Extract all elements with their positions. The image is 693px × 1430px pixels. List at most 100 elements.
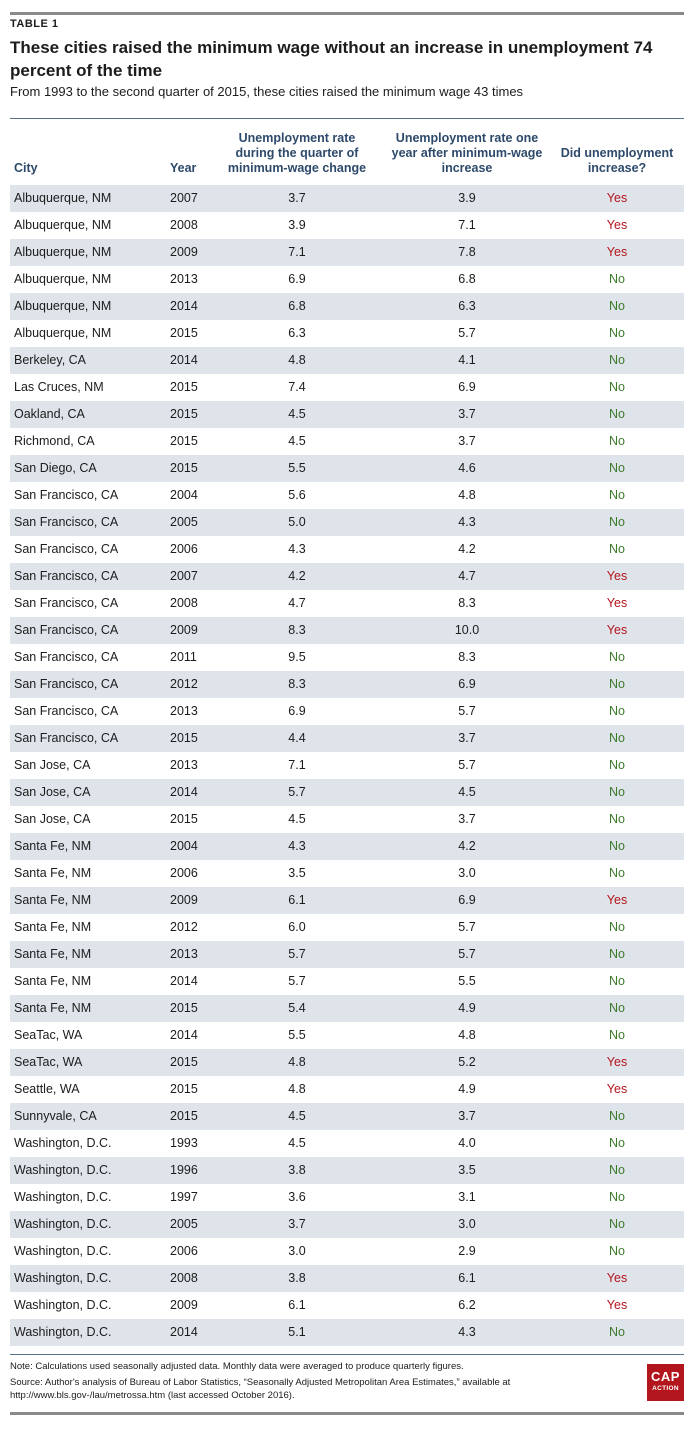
cell-did-increase: No xyxy=(609,1217,625,1231)
cell-city: Albuquerque, NM xyxy=(14,191,112,205)
cell-unemployment-during: 5.1 xyxy=(288,1325,306,1339)
table-row: San Jose, CA 2013 7.1 5.7 No xyxy=(10,752,684,779)
table-note: Note: Calculations used seasonally adjus… xyxy=(10,1361,464,1372)
cell-unemployment-during: 7.1 xyxy=(288,758,306,772)
cell-unemployment-during: 4.5 xyxy=(288,1109,306,1123)
cell-year: 2008 xyxy=(170,596,198,610)
cell-unemployment-after: 3.0 xyxy=(458,1217,476,1231)
cell-year: 1993 xyxy=(170,1136,198,1150)
cell-city: Santa Fe, NM xyxy=(14,1001,92,1015)
cell-year: 2006 xyxy=(170,542,198,556)
cell-did-increase: No xyxy=(609,677,625,691)
cell-did-increase: No xyxy=(609,326,625,340)
cell-unemployment-after: 4.8 xyxy=(458,488,476,502)
cell-city: Washington, D.C. xyxy=(14,1217,112,1231)
cell-city: Santa Fe, NM xyxy=(14,920,92,934)
cell-year: 1996 xyxy=(170,1163,198,1177)
cell-unemployment-after: 6.8 xyxy=(458,272,476,286)
cell-city: Washington, D.C. xyxy=(14,1244,112,1258)
cell-did-increase: No xyxy=(609,785,625,799)
cell-year: 2011 xyxy=(170,650,197,664)
cell-unemployment-after: 5.7 xyxy=(458,920,476,934)
cell-city: Albuquerque, NM xyxy=(14,272,112,286)
cell-unemployment-during: 4.7 xyxy=(288,596,306,610)
cell-year: 2013 xyxy=(170,704,198,718)
table-title: These cities raised the minimum wage wit… xyxy=(10,38,653,80)
logo-main-text: CAP xyxy=(651,1369,680,1384)
cell-unemployment-during: 6.0 xyxy=(288,920,306,934)
header-unemployment-during: Unemployment rate during the quarter of … xyxy=(227,131,367,175)
cell-unemployment-during: 8.3 xyxy=(288,677,306,691)
cell-city: Seattle, WA xyxy=(14,1082,80,1096)
cell-unemployment-after: 6.2 xyxy=(458,1298,476,1312)
cell-unemployment-during: 6.9 xyxy=(288,704,306,718)
cell-city: Santa Fe, NM xyxy=(14,839,92,853)
cell-unemployment-during: 3.8 xyxy=(288,1271,306,1285)
cell-city: San Francisco, CA xyxy=(14,731,119,745)
cell-city: Albuquerque, NM xyxy=(14,245,112,259)
cell-city: San Diego, CA xyxy=(14,461,97,475)
cell-year: 2012 xyxy=(170,920,198,934)
table-row: Albuquerque, NM 2015 6.3 5.7 No xyxy=(10,320,684,347)
table-row: Santa Fe, NM 2009 6.1 6.9 Yes xyxy=(10,887,684,914)
cell-city: San Francisco, CA xyxy=(14,569,119,583)
table-row: Washington, D.C. 1997 3.6 3.1 No xyxy=(10,1184,684,1211)
cell-year: 2015 xyxy=(170,1082,198,1096)
cell-unemployment-after: 4.1 xyxy=(458,353,476,367)
cell-did-increase: No xyxy=(609,974,625,988)
cell-did-increase: No xyxy=(609,731,625,745)
table-row: Albuquerque, NM 2009 7.1 7.8 Yes xyxy=(10,239,684,266)
cell-year: 2014 xyxy=(170,974,198,988)
cell-year: 2009 xyxy=(170,623,198,637)
cell-did-increase: No xyxy=(609,866,625,880)
cell-year: 2014 xyxy=(170,353,198,367)
cell-did-increase: No xyxy=(609,947,625,961)
cell-year: 2007 xyxy=(170,569,198,583)
cell-did-increase: No xyxy=(609,839,625,853)
cell-unemployment-after: 3.0 xyxy=(458,866,476,880)
cell-city: Albuquerque, NM xyxy=(14,299,112,313)
cell-city: Santa Fe, NM xyxy=(14,893,92,907)
cell-unemployment-after: 3.7 xyxy=(458,812,476,826)
cell-unemployment-during: 6.1 xyxy=(288,893,306,907)
cell-did-increase: No xyxy=(609,353,625,367)
table-row: Washington, D.C. 2006 3.0 2.9 No xyxy=(10,1238,684,1265)
cell-city: Albuquerque, NM xyxy=(14,218,112,232)
cell-city: San Francisco, CA xyxy=(14,596,119,610)
cell-unemployment-after: 4.2 xyxy=(458,839,476,853)
table-row: Santa Fe, NM 2015 5.4 4.9 No xyxy=(10,995,684,1022)
cell-year: 2015 xyxy=(170,1109,198,1123)
table-row: Oakland, CA 2015 4.5 3.7 No xyxy=(10,401,684,428)
cell-year: 2009 xyxy=(170,245,198,259)
table-row: SeaTac, WA 2014 5.5 4.8 No xyxy=(10,1022,684,1049)
cell-city: Washington, D.C. xyxy=(14,1298,112,1312)
header-unemployment-after: Unemployment rate one year after minimum… xyxy=(391,131,543,175)
cell-year: 2006 xyxy=(170,866,198,880)
cell-unemployment-during: 5.0 xyxy=(288,515,306,529)
cell-did-increase: Yes xyxy=(606,218,628,232)
cell-city: Las Cruces, NM xyxy=(14,380,104,394)
table-row: Berkeley, CA 2014 4.8 4.1 No xyxy=(10,347,684,374)
table-row: Richmond, CA 2015 4.5 3.7 No xyxy=(10,428,684,455)
cell-unemployment-after: 6.3 xyxy=(458,299,476,313)
table-row: Santa Fe, NM 2006 3.5 3.0 No xyxy=(10,860,684,887)
cell-unemployment-after: 6.9 xyxy=(458,380,476,394)
cell-year: 2012 xyxy=(170,677,198,691)
cell-year: 2008 xyxy=(170,1271,198,1285)
cell-city: Santa Fe, NM xyxy=(14,866,92,880)
cell-unemployment-after: 5.7 xyxy=(458,704,476,718)
table-row: Albuquerque, NM 2013 6.9 6.8 No xyxy=(10,266,684,293)
table-row: San Francisco, CA 2011 9.5 8.3 No xyxy=(10,644,684,671)
cell-year: 2009 xyxy=(170,893,198,907)
table-row: Las Cruces, NM 2015 7.4 6.9 No xyxy=(10,374,684,401)
cell-did-increase: Yes xyxy=(606,245,628,259)
table-row: Washington, D.C. 1996 3.8 3.5 No xyxy=(10,1157,684,1184)
cell-unemployment-after: 3.1 xyxy=(458,1190,476,1204)
table-row: San Francisco, CA 2013 6.9 5.7 No xyxy=(10,698,684,725)
cell-year: 2015 xyxy=(170,812,198,826)
cell-unemployment-after: 6.9 xyxy=(458,893,476,907)
cell-unemployment-after: 7.8 xyxy=(458,245,476,259)
cell-did-increase: No xyxy=(609,1325,625,1339)
cell-did-increase: No xyxy=(609,299,625,313)
cell-unemployment-after: 3.7 xyxy=(458,731,476,745)
